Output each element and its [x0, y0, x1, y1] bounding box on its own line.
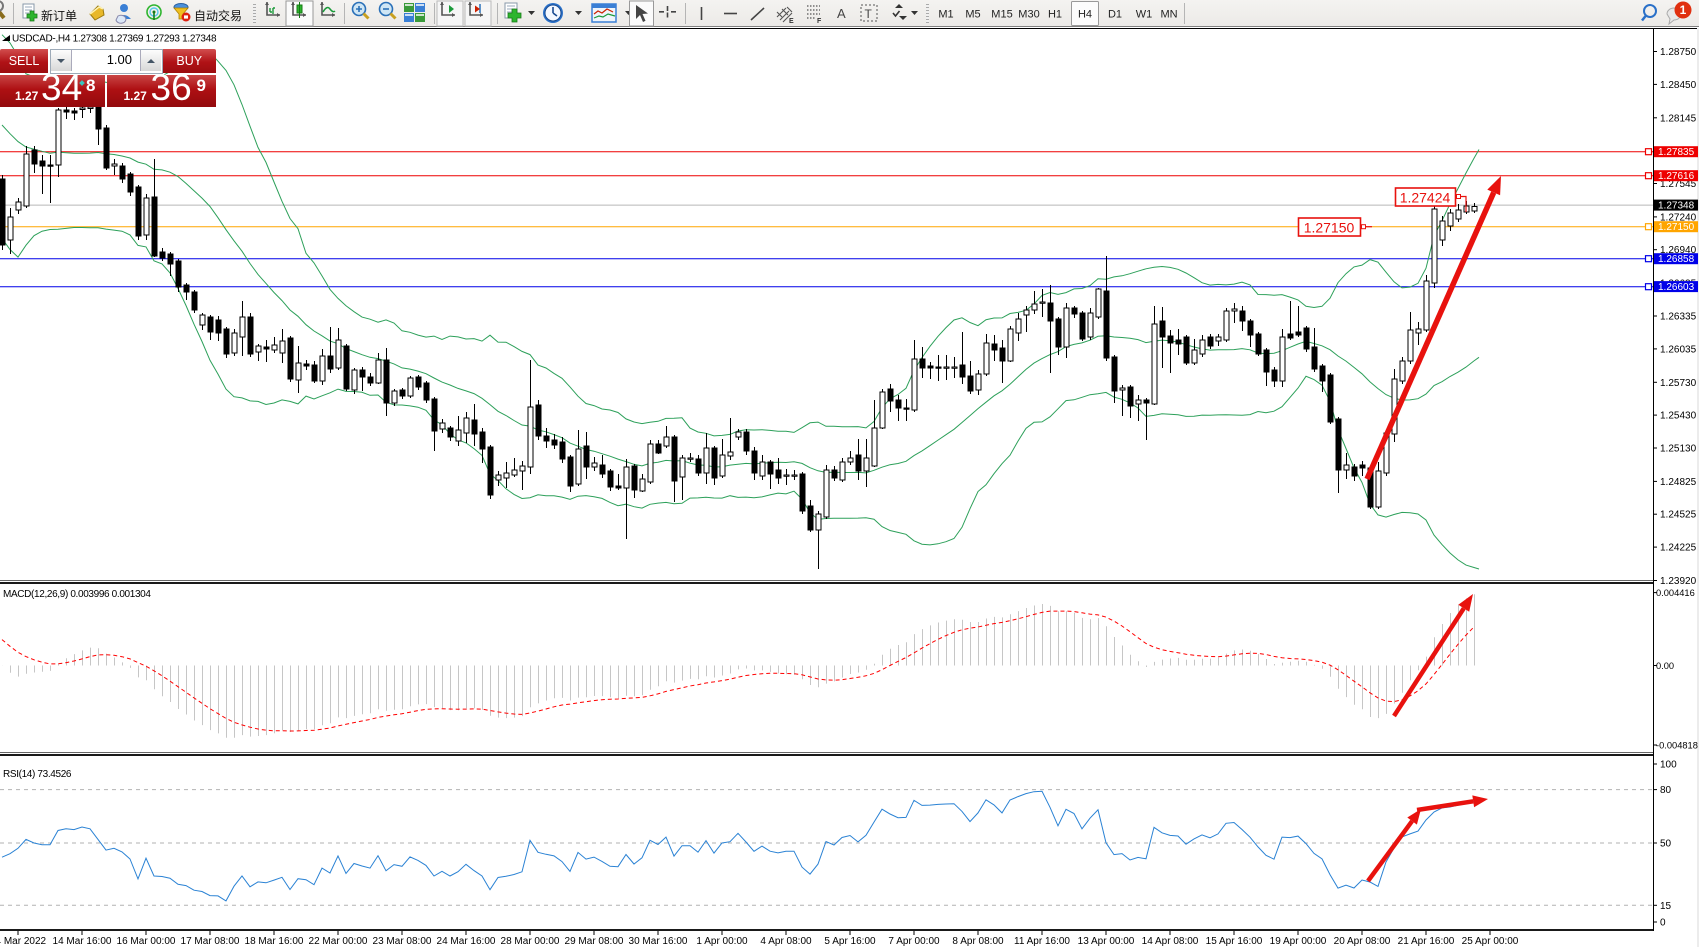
svg-text:H4: H4: [1078, 9, 1092, 21]
svg-text:80: 80: [1660, 785, 1672, 796]
svg-text:MACD(12,26,9) 0.003996 0.00130: MACD(12,26,9) 0.003996 0.001304: [3, 589, 151, 600]
svg-text:20 Apr 08:00: 20 Apr 08:00: [1334, 936, 1391, 947]
svg-text:1: 1: [1680, 3, 1687, 17]
svg-text:15: 15: [1660, 901, 1672, 912]
svg-text:0.00: 0.00: [1656, 661, 1674, 671]
svg-text:1.28750: 1.28750: [1660, 47, 1697, 58]
svg-text:F: F: [817, 18, 822, 25]
svg-text:MN: MN: [1160, 9, 1177, 21]
svg-text:E: E: [789, 18, 794, 25]
svg-text:0.004416: 0.004416: [1656, 588, 1695, 598]
svg-text:18 Mar 16:00: 18 Mar 16:00: [245, 936, 304, 947]
svg-text:13 Apr 00:00: 13 Apr 00:00: [1078, 936, 1135, 947]
svg-text:1.24825: 1.24825: [1660, 477, 1697, 488]
svg-text:M30: M30: [1018, 9, 1039, 21]
svg-text:M1: M1: [938, 9, 953, 21]
svg-text:50: 50: [1660, 839, 1672, 850]
svg-text:D1: D1: [1108, 9, 1122, 21]
svg-text:M5: M5: [965, 9, 980, 21]
svg-text:0: 0: [1660, 918, 1666, 929]
svg-text:M15: M15: [991, 9, 1012, 21]
svg-text:USDCAD-,H4 1.27308 1.27369 1.: USDCAD-,H4 1.27308 1.27369 1.27293 1.273…: [12, 34, 217, 45]
svg-text:14 Mar 2022: 14 Mar 2022: [0, 936, 47, 947]
svg-text:28 Mar 00:00: 28 Mar 00:00: [501, 936, 560, 947]
svg-text:1.26603: 1.26603: [1658, 282, 1695, 293]
svg-text:1.26940: 1.26940: [1660, 245, 1697, 256]
svg-text:1.28145: 1.28145: [1660, 113, 1697, 124]
svg-text:5 Apr 16:00: 5 Apr 16:00: [824, 936, 876, 947]
svg-text:T: T: [865, 7, 873, 21]
svg-text:24 Mar 16:00: 24 Mar 16:00: [437, 936, 496, 947]
svg-text:1.26335: 1.26335: [1660, 312, 1697, 323]
svg-text:-0.004818: -0.004818: [1656, 741, 1698, 751]
svg-text:29 Mar 08:00: 29 Mar 08:00: [565, 936, 624, 947]
svg-text:23 Mar 08:00: 23 Mar 08:00: [373, 936, 432, 947]
svg-text:1 Apr 00:00: 1 Apr 00:00: [696, 936, 748, 947]
svg-text:25 Apr 00:00: 25 Apr 00:00: [1462, 936, 1519, 947]
svg-text:1.26035: 1.26035: [1660, 344, 1697, 355]
svg-text:100: 100: [1660, 760, 1677, 771]
svg-text:11 Apr 16:00: 11 Apr 16:00: [1014, 936, 1070, 947]
svg-text:1.28450: 1.28450: [1660, 80, 1697, 91]
svg-text:1.27150: 1.27150: [1304, 220, 1355, 236]
svg-text:1.23920: 1.23920: [1660, 576, 1697, 587]
svg-text:1.27240: 1.27240: [1660, 212, 1697, 223]
svg-text:17 Mar 08:00: 17 Mar 08:00: [181, 936, 240, 947]
svg-text:1.24225: 1.24225: [1660, 543, 1697, 554]
svg-text:15 Apr 16:00: 15 Apr 16:00: [1206, 936, 1263, 947]
svg-text:1.27545: 1.27545: [1660, 179, 1697, 190]
svg-text:A: A: [837, 6, 846, 21]
svg-text:H1: H1: [1048, 9, 1062, 21]
svg-text:1.27150: 1.27150: [1658, 222, 1695, 233]
svg-text:1.27348: 1.27348: [1658, 201, 1695, 212]
svg-text:22 Mar 00:00: 22 Mar 00:00: [309, 936, 368, 947]
svg-text:1.25730: 1.25730: [1660, 378, 1697, 389]
svg-text:1.25130: 1.25130: [1660, 444, 1697, 455]
svg-text:1.26858: 1.26858: [1658, 254, 1695, 265]
svg-text:30 Mar 16:00: 30 Mar 16:00: [629, 936, 688, 947]
svg-text:14 Apr 08:00: 14 Apr 08:00: [1142, 936, 1199, 947]
svg-text:1.27616: 1.27616: [1658, 171, 1695, 182]
svg-text:7 Apr 00:00: 7 Apr 00:00: [888, 936, 940, 947]
svg-text:16 Mar 00:00: 16 Mar 00:00: [117, 936, 176, 947]
svg-text:4 Apr 08:00: 4 Apr 08:00: [760, 936, 812, 947]
svg-text:1.27835: 1.27835: [1658, 147, 1695, 158]
svg-text:14 Mar 16:00: 14 Mar 16:00: [53, 936, 112, 947]
svg-text:W1: W1: [1136, 9, 1153, 21]
svg-text:1.27424: 1.27424: [1400, 190, 1451, 206]
svg-text:19 Apr 00:00: 19 Apr 00:00: [1270, 936, 1327, 947]
svg-text:21 Apr 16:00: 21 Apr 16:00: [1398, 936, 1455, 947]
svg-text:1.25430: 1.25430: [1660, 411, 1697, 422]
svg-text:8 Apr 08:00: 8 Apr 08:00: [952, 936, 1004, 947]
svg-text:1.24525: 1.24525: [1660, 510, 1697, 521]
svg-text:RSI(14) 73.4526: RSI(14) 73.4526: [3, 769, 72, 780]
